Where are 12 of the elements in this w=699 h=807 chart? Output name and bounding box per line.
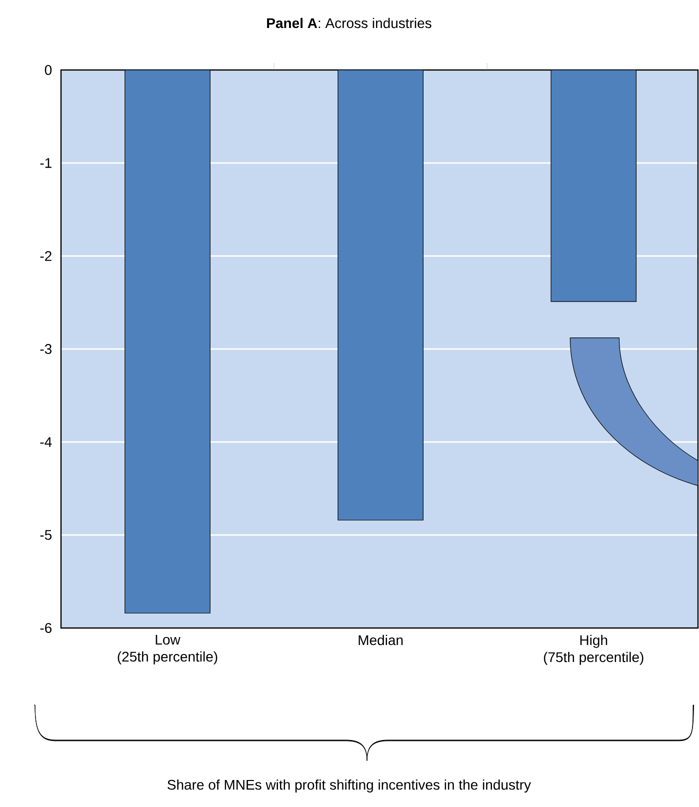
- y-tick-label: -1: [40, 158, 52, 168]
- y-tick-label: -6: [40, 623, 52, 633]
- x-tick-label: Low (25th percentile): [118, 634, 218, 664]
- y-tick-label: 0: [45, 65, 52, 75]
- chart-title: Panel A: Across industries: [267, 18, 432, 28]
- x-tick-label: High (75th percentile): [544, 634, 644, 665]
- y-tick-label: -3: [40, 344, 52, 354]
- y-tick-label: -5: [40, 530, 52, 540]
- x-tick-label: Median: [358, 634, 403, 646]
- y-tick-label: -2: [40, 251, 52, 261]
- y-tick-label: -4: [40, 437, 52, 447]
- text: Share of MNEs with profit shifting incentives in the industry: [168, 779, 532, 793]
